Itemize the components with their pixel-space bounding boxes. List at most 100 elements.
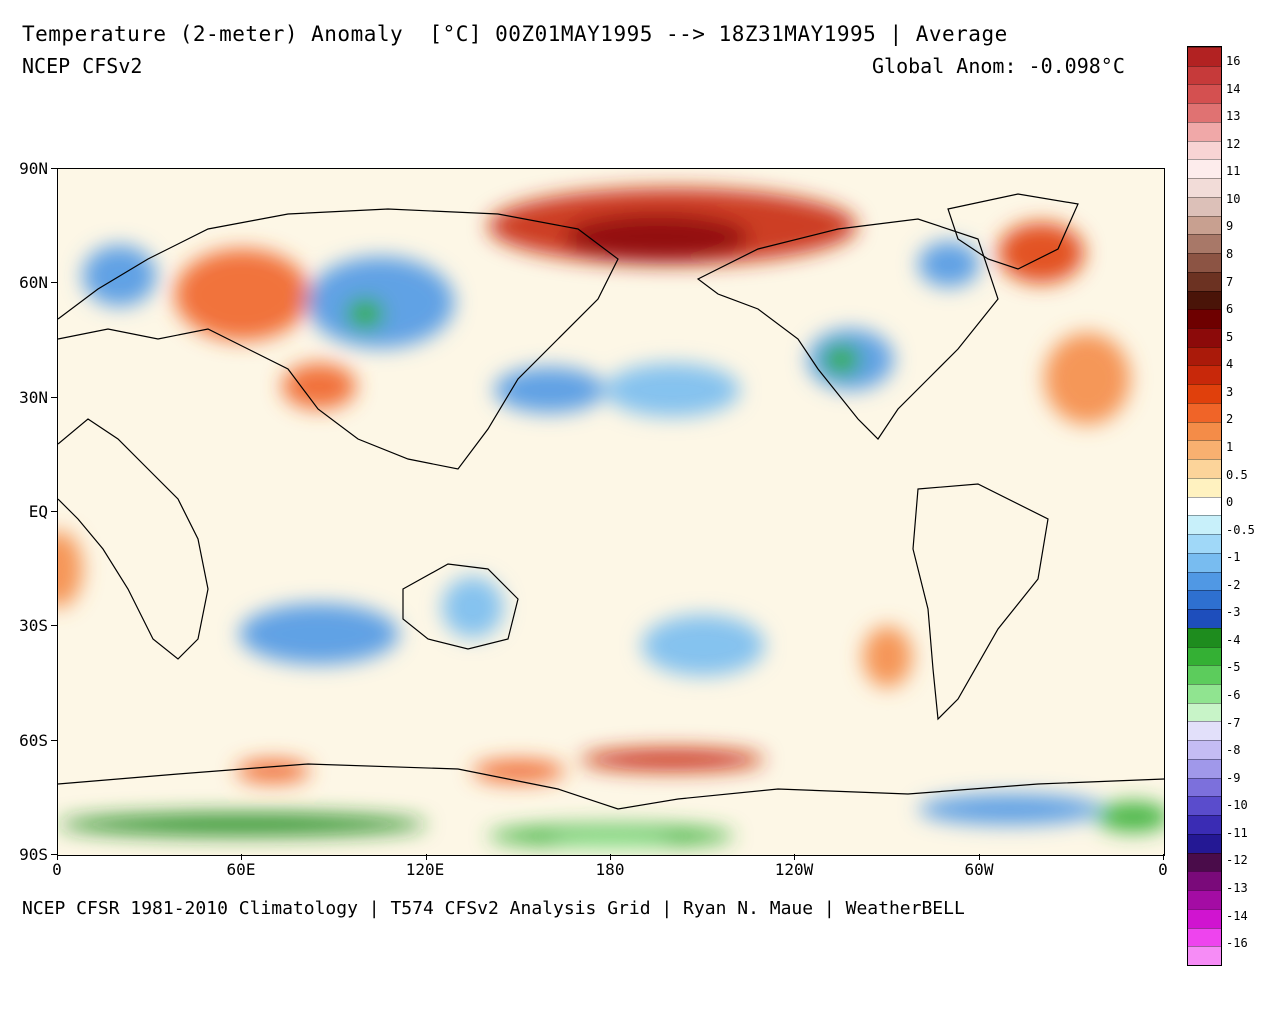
- colorbar-swatch: [1188, 196, 1221, 216]
- colorbar-label: 9: [1226, 219, 1234, 234]
- colorbar-swatch: [1188, 402, 1221, 422]
- colorbar-label: -9: [1226, 770, 1241, 785]
- colorbar-swatch: [1188, 421, 1221, 441]
- lon-tick: [426, 854, 427, 860]
- colorbar-swatch: [1188, 552, 1221, 572]
- lat-tick: [51, 740, 57, 741]
- colorbar-swatch: [1188, 815, 1221, 835]
- colorbar-swatch: [1188, 496, 1221, 516]
- anomaly-region: [1044, 332, 1131, 425]
- colorbar-label: -2: [1226, 577, 1241, 592]
- colorbar-label: -16: [1226, 936, 1248, 951]
- anomaly-region: [862, 626, 913, 688]
- colorbar-label: 13: [1226, 109, 1241, 124]
- colorbar-swatch: [1188, 683, 1221, 703]
- colorbar-swatch: [1188, 253, 1221, 273]
- lat-tick: [51, 397, 57, 398]
- lon-label-180: 180: [595, 860, 625, 879]
- colorbar-swatch: [1188, 927, 1221, 947]
- footer-credit: NCEP CFSR 1981-2010 Climatology | T574 C…: [22, 898, 965, 919]
- colorbar-label: -5: [1226, 660, 1241, 675]
- colorbar-label: -1: [1226, 550, 1241, 565]
- anomaly-region: [472, 759, 565, 783]
- lon-label-0-right: 0: [1158, 860, 1168, 879]
- colorbar-swatch: [1188, 833, 1221, 853]
- chart-title: Temperature (2-meter) Anomaly [°C] 00Z01…: [22, 22, 1008, 46]
- colorbar-label: 5: [1226, 329, 1234, 344]
- anomaly-region: [174, 249, 310, 341]
- colorbar-swatch: [1188, 609, 1221, 629]
- colorbar-swatch: [1188, 702, 1221, 722]
- colorbar-swatch: [1188, 159, 1221, 179]
- anomaly-map: [58, 169, 1164, 855]
- colorbar-label: 11: [1226, 164, 1241, 179]
- coastline-australia: [402, 563, 519, 650]
- anomaly-region: [282, 363, 357, 410]
- lon-label-60e: 60E: [226, 860, 256, 879]
- lon-tick: [979, 854, 980, 860]
- lat-tick: [51, 854, 57, 855]
- anomaly-region: [494, 367, 605, 413]
- colorbar-swatch: [1188, 178, 1221, 198]
- colorbar-swatch: [1188, 777, 1221, 797]
- colorbar-swatch: [1188, 459, 1221, 479]
- colorbar-swatch: [1188, 140, 1221, 160]
- lat-label-60s: 60S: [19, 731, 48, 750]
- colorbar-label: 0: [1226, 495, 1234, 510]
- lat-label-30s: 30S: [19, 616, 48, 635]
- colorbar-swatch: [1188, 646, 1221, 666]
- lat-label-60n: 60N: [19, 273, 48, 292]
- colorbar-swatch: [1188, 290, 1221, 310]
- lon-tick: [241, 854, 242, 860]
- colorbar-label: -3: [1226, 605, 1241, 620]
- colorbar-label: 8: [1226, 246, 1234, 261]
- lon-tick: [794, 854, 795, 860]
- colorbar-swatch: [1188, 590, 1221, 610]
- anomaly-region: [641, 614, 765, 676]
- colorbar-swatch: [1188, 84, 1221, 104]
- anomaly-region: [236, 759, 310, 783]
- colorbar-label: 6: [1226, 302, 1234, 317]
- anomaly-region: [346, 298, 384, 330]
- colorbar-swatch: [1188, 740, 1221, 760]
- anomaly-region: [58, 531, 83, 608]
- anomaly-region: [1096, 801, 1164, 833]
- anomaly-region: [239, 603, 400, 665]
- lat-tick: [51, 625, 57, 626]
- colorbar-swatch: [1188, 103, 1221, 123]
- colorbar-label: -7: [1226, 715, 1241, 730]
- colorbar-swatch: [1188, 271, 1221, 291]
- coastline-greenland: [947, 193, 1079, 270]
- colorbar-label: 14: [1226, 81, 1241, 96]
- colorbar-swatch: [1188, 908, 1221, 928]
- lat-label-30n: 30N: [19, 388, 48, 407]
- lon-tick: [57, 854, 58, 860]
- colorbar-swatch: [1188, 65, 1221, 85]
- colorbar-swatch: [1188, 871, 1221, 891]
- anomaly-region: [564, 214, 750, 261]
- colorbar-label: -6: [1226, 688, 1241, 703]
- anomaly-region: [918, 794, 1103, 825]
- colorbar-label: -8: [1226, 743, 1241, 758]
- lat-tick: [51, 282, 57, 283]
- coastline-south-america: [912, 483, 1049, 721]
- anomaly-region: [580, 748, 765, 772]
- lat-label-90s: 90S: [19, 845, 48, 864]
- colorbar-swatch: [1188, 365, 1221, 385]
- lon-label-60w: 60W: [964, 860, 994, 879]
- map-frame: [57, 168, 1165, 856]
- colorbar-swatch: [1188, 534, 1221, 554]
- global-anomaly-value: Global Anom: -0.098°C: [872, 54, 1125, 78]
- colorbar-swatch: [1188, 384, 1221, 404]
- lon-label-0-left: 0: [52, 860, 62, 879]
- colorbar-swatch: [1188, 234, 1221, 254]
- lon-tick: [610, 854, 611, 860]
- colorbar-label: 3: [1226, 384, 1234, 399]
- colorbar-swatch: [1188, 328, 1221, 348]
- colorbar-swatch: [1188, 515, 1221, 535]
- coastline-antarctica: [58, 763, 1164, 810]
- anomaly-region: [604, 363, 741, 417]
- anomaly-region: [58, 813, 427, 836]
- anomaly-region: [442, 576, 504, 638]
- lon-tick: [1163, 854, 1164, 860]
